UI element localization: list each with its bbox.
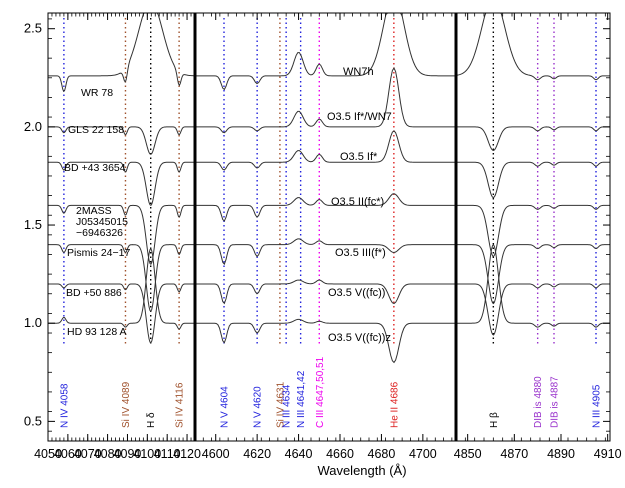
plot-frame xyxy=(47,12,611,442)
star-label: −6946326 xyxy=(76,227,123,239)
x-axis-label: Wavelength (Å) xyxy=(317,463,406,478)
spectrum-curve xyxy=(195,130,456,171)
line-id-label: Si IV 4116 xyxy=(175,382,186,428)
spectrum-curve xyxy=(456,243,610,328)
spectrum-curve xyxy=(195,66,456,134)
line-id-label: Si IV 4089 xyxy=(121,381,132,428)
y-tick-label: 2.0 xyxy=(24,119,42,134)
spectrum-curve xyxy=(456,204,610,258)
y-tick-label: 1.5 xyxy=(24,217,42,232)
spectral-type-label: WN7h xyxy=(343,66,374,78)
x-tick-label: 4600 xyxy=(202,447,230,461)
line-id-label: N III 4905 xyxy=(592,384,603,428)
spectrum-curve xyxy=(195,279,456,305)
x-tick-label: 4110 xyxy=(154,447,181,461)
star-label: J05345015 xyxy=(76,216,128,228)
x-tick-label: 4070 xyxy=(74,447,102,461)
spectral-type-label: O3.5 If*/WN7 xyxy=(327,111,392,123)
x-tick-label: 4910 xyxy=(594,447,622,461)
line-id-markers xyxy=(63,18,597,345)
x-tick-label: 4050 xyxy=(34,447,62,461)
spectral-type-label: O3.5 If* xyxy=(340,151,378,163)
x-tick-label: 4090 xyxy=(114,447,142,461)
spectrum-curve xyxy=(48,247,195,330)
line-id-label: N IV 4058 xyxy=(59,383,70,428)
spectrum-curve xyxy=(48,244,195,313)
x-tick-label: 4850 xyxy=(454,447,482,461)
star-label: BD +50 886 xyxy=(66,287,122,299)
star-label: HD 93 128 A xyxy=(67,326,127,338)
x-tick-label: 4080 xyxy=(94,447,122,461)
x-tick-label: 4890 xyxy=(547,447,575,461)
x-tick-label: 4620 xyxy=(243,447,271,461)
line-id-label: H δ xyxy=(146,412,157,428)
spectral-type-label: O3.5 V((fc))z xyxy=(328,332,391,344)
x-tick-label: 4700 xyxy=(409,447,437,461)
line-id-label: He II 4686 xyxy=(389,381,400,428)
line-id-label: Si IV 4631 xyxy=(275,381,286,428)
spectrum-curve xyxy=(48,12,196,93)
spectrum-curve xyxy=(195,193,456,222)
plot-border xyxy=(47,12,611,442)
spectrum-curve xyxy=(48,283,195,344)
spectra-curves xyxy=(48,12,610,364)
spectral-type-label: O3.5 III(f*) xyxy=(335,247,386,259)
spectrum-curve xyxy=(48,204,195,266)
x-tick-label: 4680 xyxy=(368,447,396,461)
y-tick-label: 2.5 xyxy=(24,21,42,36)
star-label: Pismis 24−17 xyxy=(67,247,130,259)
spectrum-curve xyxy=(456,244,610,305)
y-tick-label: 1.0 xyxy=(24,315,42,330)
spectral-type-label: O3.5 V((fc)) xyxy=(328,287,385,299)
x-tick-label: 4120 xyxy=(173,447,201,461)
line-id-label: DIB is 4887 xyxy=(550,376,561,428)
spectrum-curve xyxy=(48,161,195,207)
star-label: BD +43 3654 xyxy=(64,162,126,174)
x-tick-label: 4060 xyxy=(54,447,82,461)
star-label: GLS 22 158 xyxy=(68,124,124,136)
spectrum-curve xyxy=(195,318,456,364)
x-tick-label: 4640 xyxy=(285,447,313,461)
x-tick-label: 4870 xyxy=(500,447,528,461)
line-id-label: N III 4634 xyxy=(282,384,293,428)
chart-labels: N IV 4058 Si IV 4089 H δ Si IV 4116 N V 4604… xyxy=(24,21,622,461)
line-id-label: N V 4620 xyxy=(253,386,264,428)
y-tick-label: 0.5 xyxy=(24,413,42,428)
line-id-label: H β xyxy=(489,412,500,428)
spectrum-curve xyxy=(456,161,610,199)
line-id-label: N III 4641,42 xyxy=(296,370,307,428)
line-id-label: N V 4604 xyxy=(220,386,231,428)
spectrum-curve xyxy=(455,12,610,81)
spectrum-curve xyxy=(456,283,610,336)
x-tick-label: 4100 xyxy=(133,447,161,461)
line-id-label: DIB is 4880 xyxy=(533,376,544,428)
spectrum-curve xyxy=(195,238,456,266)
spectrum-curve xyxy=(456,126,610,151)
star-label: WR 78 xyxy=(81,87,113,99)
x-tick-label: 4660 xyxy=(326,447,354,461)
spectrum-curve xyxy=(195,12,456,91)
spectral-type-label: O3.5 II(fc*) xyxy=(331,196,384,208)
star-label: 2MASS xyxy=(76,205,112,217)
spectrum-curve xyxy=(48,126,195,155)
line-id-label: C III 4647,50,51 xyxy=(315,356,326,428)
